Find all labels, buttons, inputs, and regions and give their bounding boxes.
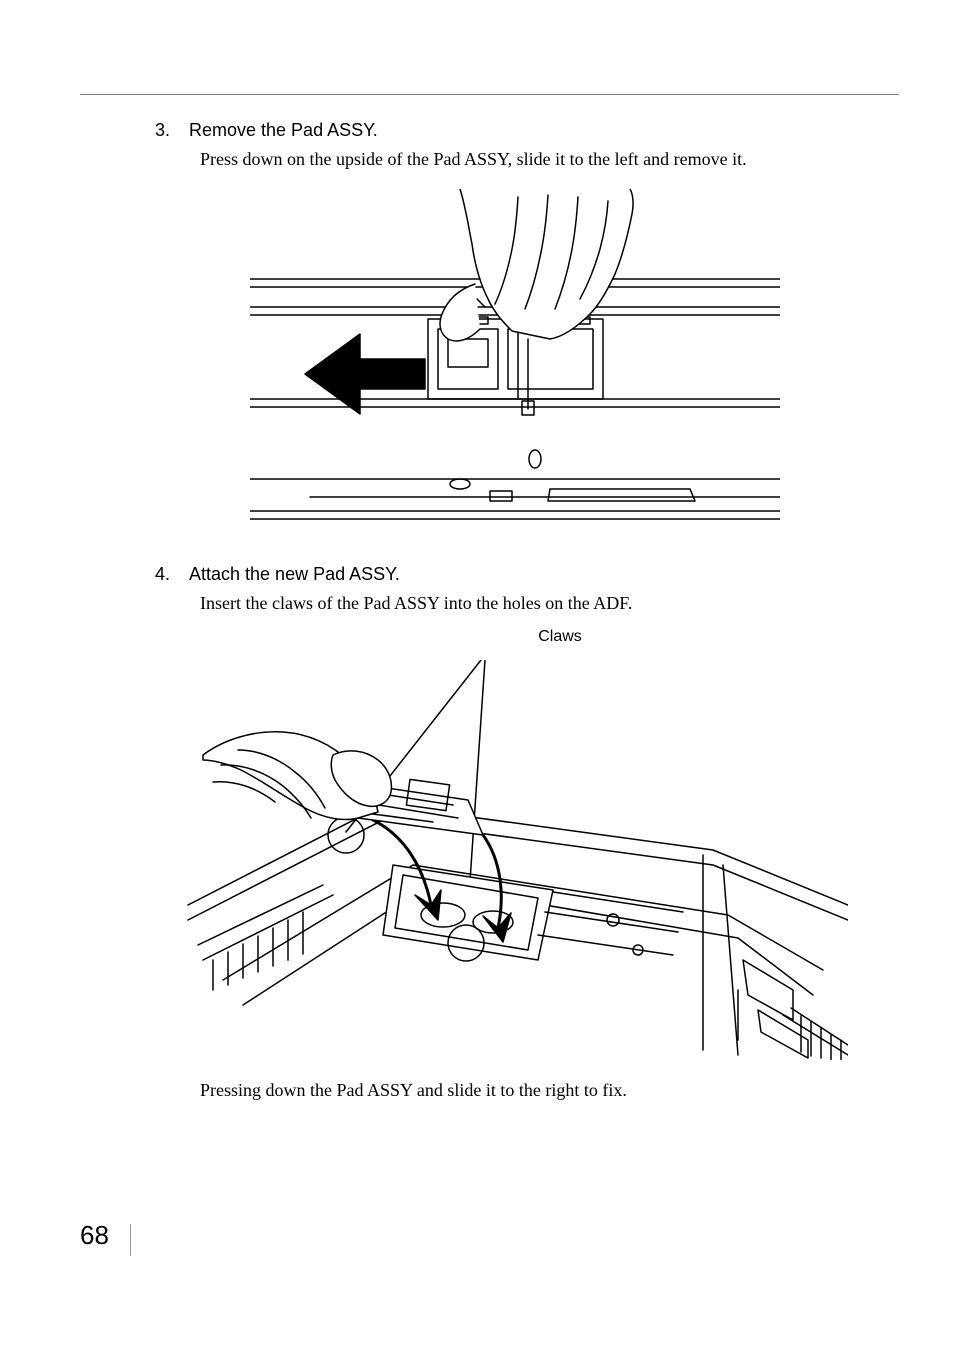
step-tail: Pressing down the Pad ASSY and slide it … <box>200 1078 875 1102</box>
step-title: Remove the Pad ASSY. <box>189 120 378 141</box>
step-head: 3. Remove the Pad ASSY. <box>155 120 875 141</box>
page-content: 3. Remove the Pad ASSY. Press down on th… <box>155 120 875 1132</box>
step-body: Press down on the upside of the Pad ASSY… <box>200 147 875 171</box>
figure-attach-pad-assy <box>183 660 848 1060</box>
figure-remove-pad-assy <box>250 189 780 534</box>
page-number: 68 <box>80 1220 109 1251</box>
step-body: Insert the claws of the Pad ASSY into th… <box>200 591 875 615</box>
step-desc: Press down on the upside of the Pad ASSY… <box>200 149 747 169</box>
page-number-separator <box>130 1224 131 1256</box>
step-tail-text: Pressing down the Pad ASSY and slide it … <box>200 1080 627 1100</box>
step-3: 3. Remove the Pad ASSY. Press down on th… <box>155 120 875 534</box>
step-4: 4. Attach the new Pad ASSY. Insert the c… <box>155 564 875 1102</box>
step-number: 4. <box>155 564 189 585</box>
step-title: Attach the new Pad ASSY. <box>189 564 400 585</box>
step-desc: Insert the claws of the Pad ASSY into th… <box>200 593 632 613</box>
figure-label-claws: Claws <box>245 628 875 646</box>
header-rule <box>80 94 899 95</box>
step-number: 3. <box>155 120 189 141</box>
step-head: 4. Attach the new Pad ASSY. <box>155 564 875 585</box>
